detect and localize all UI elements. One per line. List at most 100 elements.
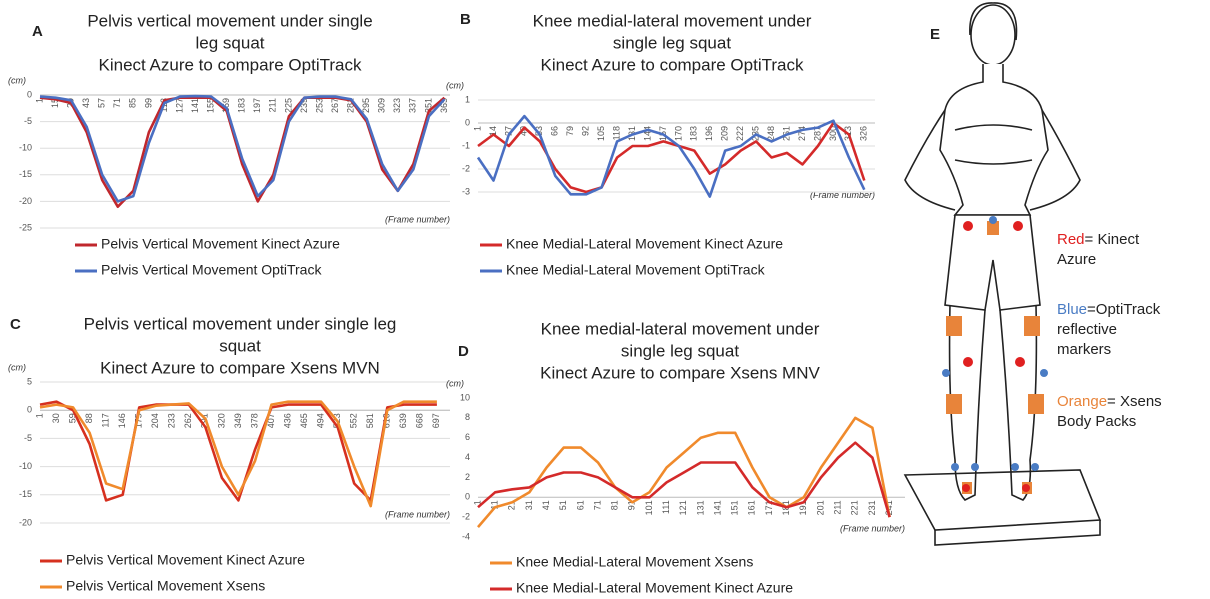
optitrack-marker <box>1011 463 1019 471</box>
x-tick-label: 40 <box>519 126 529 136</box>
x-tick-label: 697 <box>431 413 441 428</box>
x-tick-label: 407 <box>266 413 276 428</box>
x-tick-label: 111 <box>661 500 671 514</box>
x-tick-label: 211 <box>268 98 278 112</box>
x-tick-label: 151 <box>730 500 740 515</box>
y-tick-label: -15 <box>19 169 32 179</box>
chart-title: Knee medial-lateral movement under <box>541 319 820 338</box>
y-tick-label: -15 <box>19 489 32 499</box>
panel-label: B <box>460 11 471 28</box>
x-tick-label: 262 <box>183 413 193 428</box>
x-tick-label: 88 <box>84 413 94 423</box>
series-line <box>477 416 891 528</box>
x-tick-label: 66 <box>550 126 560 136</box>
x-tick-label: 15 <box>50 98 60 108</box>
x-tick-label: 639 <box>398 413 408 428</box>
x-tick-label: 281 <box>345 98 355 113</box>
xsens-pack <box>1024 316 1040 336</box>
chart-title: Kinect Azure to compare OptiTrack <box>541 55 804 74</box>
x-tick-label: 105 <box>596 126 606 141</box>
note-key: Red <box>1057 231 1085 248</box>
xsens-pack <box>946 394 962 414</box>
x-tick-label: 141 <box>712 500 722 515</box>
note: Red= Kinect Azure <box>1057 231 1140 268</box>
x-tick-label: 30 <box>51 413 61 423</box>
x-tick-label: 1 <box>34 413 44 418</box>
x-tick-label: 85 <box>128 98 138 108</box>
panel-label: C <box>10 316 21 333</box>
kinect-marker <box>963 221 973 231</box>
x-tick-label: 349 <box>233 413 243 428</box>
x-tick-label: 41 <box>541 500 551 510</box>
x-tick-label: 155 <box>205 98 215 113</box>
legend-label: Knee Medial-Lateral Movement Kinect Azur… <box>516 580 793 596</box>
legend-label: Knee Medial-Lateral Movement OptiTrack <box>506 262 766 278</box>
x-tick-label: 99 <box>143 98 153 108</box>
x-tick-label: 204 <box>150 413 160 428</box>
x-tick-label: 274 <box>797 126 807 141</box>
panel-label: D <box>458 343 469 360</box>
arm-left <box>904 109 956 211</box>
chart-title: Pelvis vertical movement under single <box>87 11 372 30</box>
kinect-marker <box>963 357 973 367</box>
optitrack-marker <box>951 463 959 471</box>
chart-title: leg squat <box>196 33 265 52</box>
note-text: Azure <box>1057 251 1096 268</box>
x-tick-label: 222 <box>735 126 745 141</box>
y-tick-label: 6 <box>465 432 470 442</box>
x-tick-label: 552 <box>349 413 359 428</box>
note-key: Orange <box>1057 393 1107 410</box>
x-tick-label: 51 <box>558 500 568 510</box>
x-tick-label: 196 <box>704 126 714 141</box>
y-tick-label: 4 <box>465 452 470 462</box>
y-tick-label: 0 <box>465 492 470 502</box>
y-tick-label: 0 <box>27 405 32 415</box>
x-tick-label: 239 <box>299 98 309 113</box>
legend-label: Pelvis Vertical Movement Kinect Azure <box>101 236 340 252</box>
y-tick-label: -10 <box>19 143 32 153</box>
x-tick-label: 1 <box>472 500 482 505</box>
xsens-pack <box>987 221 999 235</box>
arm-right <box>1029 109 1081 211</box>
chart-title: Pelvis vertical movement under single le… <box>84 314 397 333</box>
note-text: = Xsens <box>1107 393 1162 410</box>
series-line <box>39 96 446 208</box>
x-tick-label: 117 <box>101 413 111 427</box>
torso <box>939 64 1049 216</box>
x-tick-label: 668 <box>415 413 425 428</box>
y-tick-label: 0 <box>27 89 32 99</box>
x-tick-label: 378 <box>249 413 259 428</box>
x-tick-label: 253 <box>314 98 324 113</box>
y-axis-label: (cm) <box>8 362 26 372</box>
x-tick-label: 295 <box>361 98 371 113</box>
x-tick-label: 61 <box>575 500 585 510</box>
x-tick-label: 287 <box>812 126 822 141</box>
xsens-pack <box>946 316 962 336</box>
x-tick-label: 71 <box>112 98 122 108</box>
series-line <box>477 121 866 194</box>
optitrack-marker <box>989 216 997 224</box>
x-tick-label: 14 <box>488 126 498 136</box>
x-tick-label: 171 <box>764 500 774 515</box>
x-tick-label: 161 <box>747 500 757 515</box>
x-tick-label: 118 <box>611 126 621 140</box>
y-tick-label: 8 <box>465 412 470 422</box>
chart-title: Kinect Azure to compare Xsens MNV <box>540 363 820 382</box>
optitrack-marker <box>1031 463 1039 471</box>
x-tick-label: 101 <box>644 500 654 515</box>
y-tick-label: -25 <box>19 222 32 232</box>
x-tick-label: 436 <box>282 413 292 428</box>
x-tick-label: 57 <box>97 98 107 108</box>
x-tick-label: 27 <box>503 126 513 136</box>
x-tick-label: 127 <box>174 98 184 113</box>
head <box>970 4 1016 66</box>
note: Orange= Xsens Body Packs <box>1057 393 1162 430</box>
x-tick-label: 309 <box>377 98 387 113</box>
legend-label: Knee Medial-Lateral Movement Xsens <box>516 554 753 570</box>
x-tick-label: 231 <box>867 500 877 515</box>
y-axis-label: (cm) <box>446 378 464 388</box>
chart-title: squat <box>219 336 261 355</box>
x-tick-label: 351 <box>423 98 433 113</box>
hair <box>969 2 1018 41</box>
y-tick-label: 10 <box>460 392 470 402</box>
